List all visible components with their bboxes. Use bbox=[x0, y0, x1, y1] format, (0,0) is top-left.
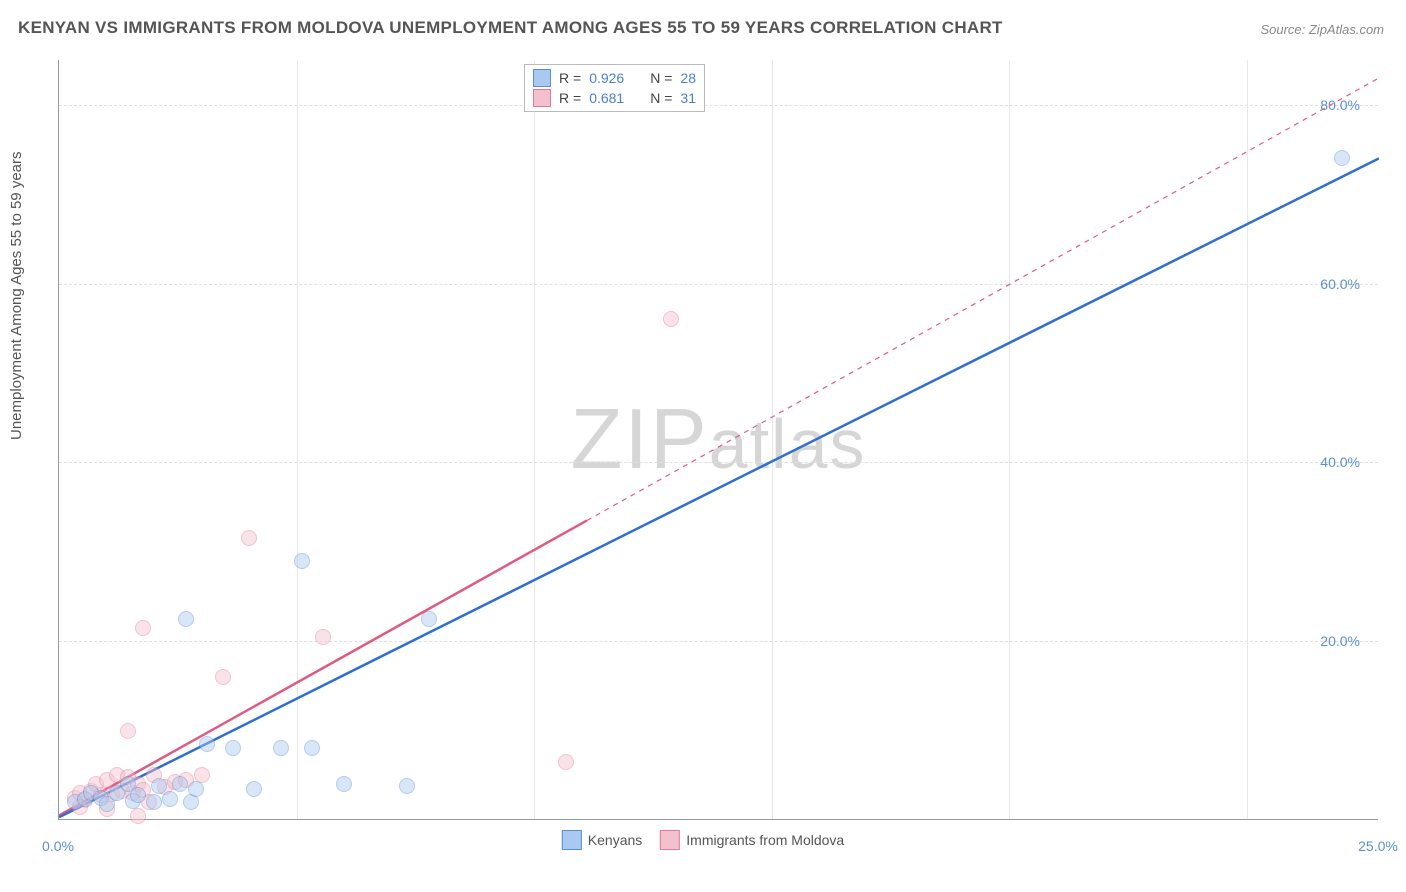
chart-title: KENYAN VS IMMIGRANTS FROM MOLDOVA UNEMPL… bbox=[18, 18, 1003, 38]
moldova-point bbox=[558, 754, 574, 770]
kenyans-point bbox=[421, 611, 437, 627]
y-tick-label: 20.0% bbox=[1320, 633, 1360, 649]
y-tick-label: 60.0% bbox=[1320, 276, 1360, 292]
moldova-point bbox=[130, 808, 146, 824]
y-axis-label: Unemployment Among Ages 55 to 59 years bbox=[8, 151, 25, 440]
x-tick-label: 25.0% bbox=[1358, 838, 1398, 854]
x-tick-label: 0.0% bbox=[42, 838, 74, 854]
moldova-trendline-solid bbox=[59, 520, 587, 815]
gridline-h bbox=[59, 105, 1378, 106]
trendlines-svg bbox=[59, 60, 1379, 820]
gridline-h bbox=[59, 462, 1378, 463]
moldova-point bbox=[120, 723, 136, 739]
corr-r-value: 0.926 bbox=[589, 70, 624, 86]
kenyans-point bbox=[199, 736, 215, 752]
kenyans-point bbox=[273, 740, 289, 756]
corr-r-label: R = bbox=[559, 90, 581, 106]
gridline-v bbox=[1009, 60, 1010, 819]
gridline-h bbox=[59, 641, 1378, 642]
y-tick-label: 80.0% bbox=[1320, 97, 1360, 113]
moldova-point bbox=[135, 620, 151, 636]
gridline-v bbox=[297, 60, 298, 819]
chart-plot-area: ZIPatlas 20.0% 40.0% 60.0% 80.0% R = 0.926 N =… bbox=[58, 60, 1378, 820]
correlation-legend: R = 0.926 N = 28 R = 0.681 N = 31 bbox=[524, 64, 705, 112]
moldova-point bbox=[241, 530, 257, 546]
kenyans-point bbox=[225, 740, 241, 756]
kenyans-point bbox=[130, 787, 146, 803]
moldova-trendline-dashed bbox=[587, 78, 1379, 521]
moldova-point bbox=[315, 629, 331, 645]
kenyans-point bbox=[246, 781, 262, 797]
kenyans-point bbox=[146, 794, 162, 810]
kenyans-point bbox=[178, 611, 194, 627]
watermark-zip: ZIP bbox=[570, 392, 708, 487]
corr-n-label: N = bbox=[650, 70, 672, 86]
corr-swatch-icon bbox=[533, 69, 551, 87]
legend-swatch-icon bbox=[660, 830, 680, 850]
corr-r-label: R = bbox=[559, 70, 581, 86]
gridline-v bbox=[1247, 60, 1248, 819]
corr-n-label: N = bbox=[650, 90, 672, 106]
legend-item-kenyans: Kenyans bbox=[562, 830, 642, 850]
corr-swatch-icon bbox=[533, 89, 551, 107]
y-tick-label: 40.0% bbox=[1320, 454, 1360, 470]
kenyans-point bbox=[294, 553, 310, 569]
corr-row-moldova: R = 0.681 N = 31 bbox=[533, 89, 696, 107]
legend-swatch-icon bbox=[562, 830, 582, 850]
kenyans-point bbox=[172, 776, 188, 792]
watermark: ZIPatlas bbox=[570, 391, 866, 489]
kenyans-point bbox=[162, 791, 178, 807]
watermark-atlas: atlas bbox=[709, 405, 867, 483]
gridline-h bbox=[59, 284, 1378, 285]
kenyans-point bbox=[399, 778, 415, 794]
moldova-point bbox=[215, 669, 231, 685]
kenyans-point bbox=[188, 781, 204, 797]
corr-r-value: 0.681 bbox=[589, 90, 624, 106]
kenyans-trendline-solid bbox=[59, 158, 1379, 817]
legend-label: Immigrants from Moldova bbox=[686, 832, 844, 848]
corr-row-kenyans: R = 0.926 N = 28 bbox=[533, 69, 696, 87]
source-attribution: Source: ZipAtlas.com bbox=[1260, 22, 1384, 37]
kenyans-point bbox=[1334, 150, 1350, 166]
corr-n-value: 31 bbox=[680, 90, 696, 106]
gridline-v bbox=[534, 60, 535, 819]
corr-n-value: 28 bbox=[680, 70, 696, 86]
legend-label: Kenyans bbox=[588, 832, 642, 848]
legend-item-moldova: Immigrants from Moldova bbox=[660, 830, 844, 850]
series-legend: Kenyans Immigrants from Moldova bbox=[562, 830, 844, 850]
gridline-v bbox=[772, 60, 773, 819]
kenyans-point bbox=[336, 776, 352, 792]
moldova-point bbox=[663, 311, 679, 327]
kenyans-point bbox=[304, 740, 320, 756]
